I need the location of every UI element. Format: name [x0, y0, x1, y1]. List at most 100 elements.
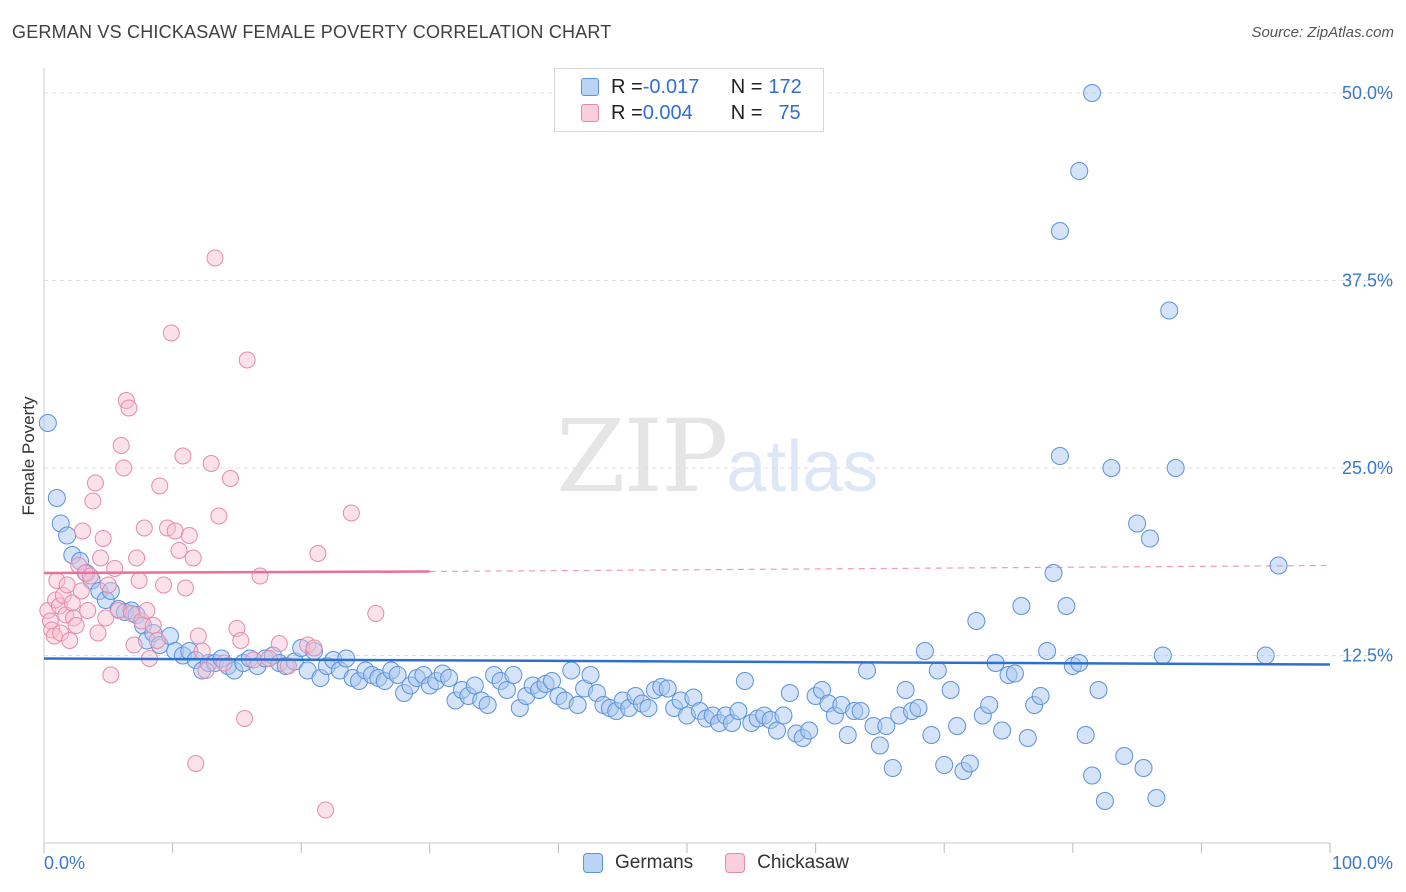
legend-n-label: N =: [730, 101, 763, 124]
germans-points: [38, 84, 1288, 810]
legend-r-value: 0.004: [642, 101, 693, 124]
germans-point: [639, 699, 658, 717]
chickasaw-point: [112, 437, 130, 454]
germans-point: [1089, 681, 1108, 699]
germans-point: [581, 666, 600, 684]
germans-point: [1140, 529, 1159, 548]
chickasaw-trend-line: [43, 570, 430, 575]
y-axis-title: Female Poverty: [19, 396, 38, 516]
legend-n-label: N =: [730, 75, 763, 98]
germans-point: [858, 661, 877, 680]
germans-point: [478, 696, 497, 714]
germans-point: [337, 649, 356, 668]
chickasaw-point: [317, 801, 335, 819]
germans-point: [729, 702, 748, 720]
chart-source: Source: ZipAtlas.com: [1251, 24, 1394, 41]
chickasaw-point: [130, 572, 148, 589]
chickasaw-point: [176, 579, 194, 597]
germans-point: [922, 726, 941, 744]
chickasaw-point: [151, 477, 169, 495]
germans-point: [1115, 747, 1134, 765]
legend-row-germans: R = -0.017 N = 172: [581, 75, 802, 99]
chickasaw-legend-swatch: [725, 853, 746, 873]
chickasaw-point: [232, 632, 250, 649]
germans-point: [1147, 789, 1166, 807]
germans-point: [915, 642, 934, 660]
chickasaw-point: [50, 597, 68, 615]
chickasaw-legend-label: Chickasaw: [757, 852, 850, 873]
chickasaw-point: [270, 635, 288, 652]
chickasaw-point: [138, 602, 156, 619]
germans-point: [935, 756, 954, 774]
germans-point: [542, 672, 561, 690]
germans-point: [504, 666, 523, 684]
germans-point: [440, 669, 459, 687]
germans-point: [1050, 222, 1069, 240]
chickasaw-point: [342, 504, 360, 522]
germans-point: [1031, 687, 1050, 705]
chickasaw-point: [148, 632, 166, 649]
chickasaw-point: [305, 639, 323, 657]
legend-item-chickasaw[interactable]: Chickasaw: [725, 852, 849, 874]
chickasaw-point: [81, 567, 99, 585]
germans-point: [838, 726, 857, 744]
germans-point: [877, 717, 896, 735]
legend-r-value: -0.017: [642, 75, 700, 98]
germans-point: [1076, 726, 1095, 744]
germans-point: [1005, 664, 1024, 683]
germans-point: [1057, 597, 1076, 615]
germans-point: [1083, 84, 1102, 102]
chickasaw-point: [89, 624, 107, 642]
chickasaw-point: [115, 459, 133, 477]
y-tick-label: 12.5%: [1342, 646, 1393, 666]
zipatlas-watermark: ZIPatlas: [556, 398, 878, 515]
y-tick-label: 50.0%: [1342, 83, 1393, 103]
germans-point: [1050, 447, 1069, 465]
chickasaw-point: [367, 605, 385, 622]
chickasaw-point: [238, 351, 256, 369]
chickasaw-point: [110, 602, 128, 619]
chickasaw-point: [79, 602, 97, 619]
germans-point: [658, 679, 677, 698]
chickasaw-point: [202, 455, 220, 472]
chickasaw-point: [187, 755, 205, 772]
germans-point: [465, 676, 484, 695]
chickasaw-point: [99, 576, 117, 594]
chickasaw-point: [61, 632, 79, 649]
chickasaw-point: [86, 474, 104, 492]
germans-legend-label: Germans: [615, 852, 694, 873]
germans-point: [1256, 646, 1275, 665]
germans-point: [1038, 642, 1057, 660]
legend-row-chickasaw: R = 0.004 N = 75: [581, 101, 801, 125]
germans-point: [1160, 301, 1179, 320]
germans-point: [870, 736, 889, 755]
chickasaw-point: [206, 249, 224, 267]
chickasaw-trend-extension: [429, 564, 1331, 573]
chickasaw-point: [210, 507, 228, 525]
chickasaw-point: [309, 545, 327, 562]
germans-point: [1070, 162, 1089, 180]
chickasaw-point: [166, 522, 184, 540]
legend-r-label: R =: [611, 101, 643, 124]
germans-point: [948, 717, 967, 735]
chickasaw-point: [102, 666, 120, 684]
chickasaw-point: [189, 627, 207, 645]
germans-point: [497, 681, 516, 699]
chickasaw-point: [128, 549, 146, 567]
legend-item-germans[interactable]: Germans: [583, 852, 693, 874]
germans-point: [960, 754, 979, 773]
legend-n-value: 75: [778, 101, 801, 124]
chickasaw-point: [170, 542, 188, 559]
germans-point: [896, 681, 915, 699]
chickasaw-point: [193, 642, 211, 660]
chickasaw-point: [174, 447, 192, 465]
germans-point: [568, 696, 587, 714]
germans-point: [774, 706, 793, 725]
chickasaw-point: [120, 399, 138, 417]
legend-r-label: R =: [611, 75, 643, 98]
germans-point: [1083, 766, 1102, 785]
germans-point: [1095, 792, 1114, 810]
x-tick-label: 0.0%: [44, 853, 85, 873]
chickasaw-point: [84, 492, 102, 510]
